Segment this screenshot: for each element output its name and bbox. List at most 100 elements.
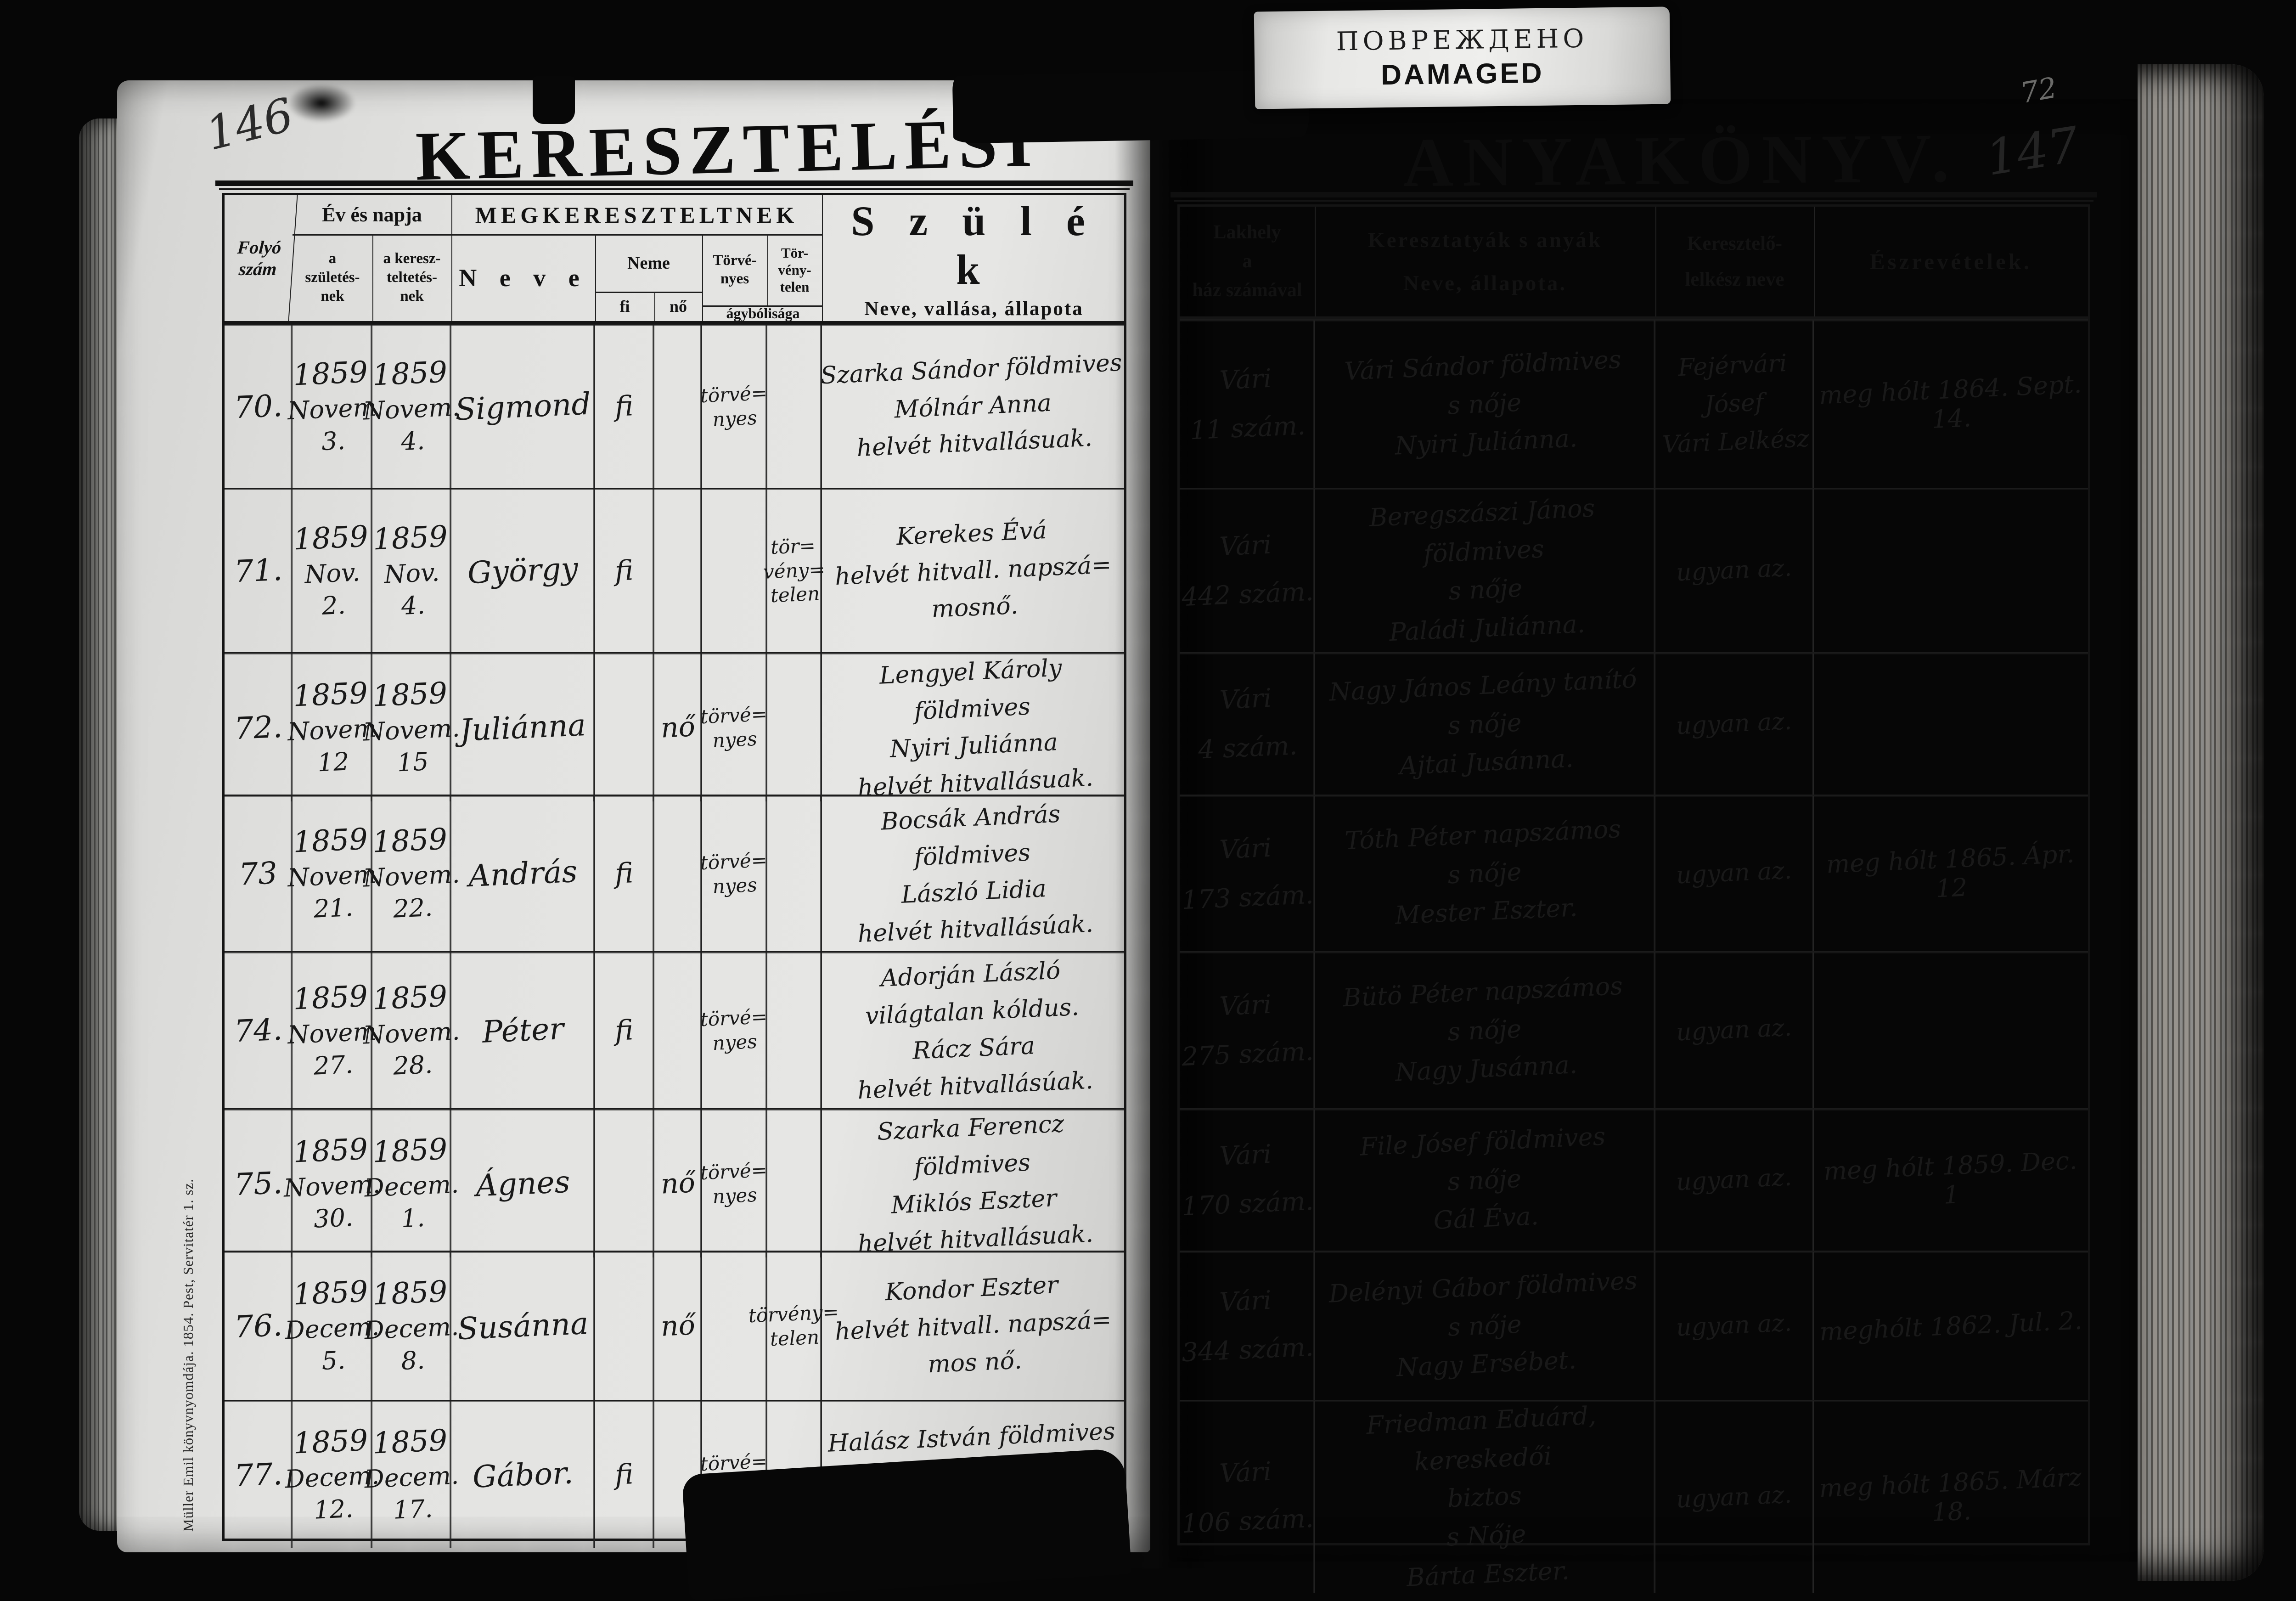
godparents: Tóth Péter napszámos s nője Mester Eszte…: [1344, 814, 1622, 930]
header-residence: Lakhely a ház számával: [1180, 207, 1316, 316]
baptizing-pastor: ugyan az.: [1676, 1014, 1793, 1047]
table-row: Vári 106 szám. Friedman Eduárd, kereskedő…: [1180, 1400, 2088, 1594]
illegitimate-mark: törvény= telen: [748, 1300, 839, 1350]
header-parents: S z ü l é k Neve, vallása, állapota: [822, 195, 1125, 321]
header-parents-title: S z ü l é k: [851, 197, 1097, 293]
residence: Vári 344 szám.: [1181, 1285, 1315, 1368]
header-entry-number: Folyó szám: [220, 195, 298, 321]
legitimate-mark: törvé= nyes: [699, 702, 768, 752]
right-fore-edge: [2138, 64, 2264, 1581]
header-observations: Észrevételek.: [1869, 249, 2032, 274]
parents-entry: Kondor Eszter helvét hitvall. napszá= mo…: [834, 1271, 1112, 1379]
header-of-birth: a születés- nek: [293, 234, 373, 321]
residence: Vári 170 szám.: [1181, 1139, 1315, 1222]
child-name: Gábor.: [472, 1454, 574, 1495]
residence: Vári 442 szám.: [1181, 530, 1315, 613]
legitimate-mark: törvé= nyes: [699, 1005, 768, 1054]
left-table-header: Folyó szám Év és napja a születés- nek a…: [220, 195, 1125, 324]
baptism-date: 1859 Decem. 8.: [364, 1274, 460, 1376]
residence: Vári 173 szám.: [1181, 833, 1315, 916]
baptizing-pastor: ugyan az.: [1676, 1309, 1793, 1342]
baptizing-pastor: Fejérvári Jósef Vári Lelkész: [1661, 350, 1810, 459]
godparents: Nagy János Leány tanító s nője Ajtai Jus…: [1328, 664, 1638, 781]
baptism-date: 1859 Nov. 4.: [371, 519, 448, 621]
godparents: Friedman Eduárd, kereskedői biztos s Nőj…: [1366, 1401, 1597, 1592]
parents-entry: Bocsák András földmives László Lidia hel…: [857, 800, 1094, 948]
baptism-table-left: Folyó szám Év és napja a születés- nek a…: [215, 180, 1133, 1548]
godparents: Vári Sándor földmives s nője Nyiri Juliá…: [1344, 345, 1622, 461]
table-row: Vári 170 szám. File Jósef földmives s nőj…: [1180, 1108, 2088, 1251]
residence: Vári 275 szám.: [1181, 989, 1315, 1072]
header-illegitimate: Tör- vény- telen: [767, 234, 822, 307]
legitimate-mark: törvé= nyes: [699, 1158, 768, 1208]
header-godparents: Keresztatyák s anyák Neve, állapota.: [1315, 207, 1656, 316]
child-name: György: [467, 550, 579, 591]
folio-number-pencil: 72: [2018, 70, 2060, 110]
legitimate-mark: törvé= nyes: [699, 848, 768, 898]
child-name: Sigmond: [454, 386, 591, 427]
sex-male: fi: [614, 1014, 635, 1047]
damaged-label-russian: ПОВРЕЖДЕНО: [1336, 23, 1588, 57]
child-name: Péter: [481, 1011, 564, 1050]
header-baptizing-pastor: Keresztelő- lelkész neve: [1655, 207, 1815, 316]
sex-female: nő: [660, 1309, 696, 1343]
godparents: Bütö Péter napszámos s nője Nagy Jusánna…: [1342, 971, 1624, 1087]
table-row: Vári 173 szám. Tóth Péter napszámos s nőj…: [1180, 795, 2088, 951]
baptism-date: 1859 Novem. 4.: [362, 355, 461, 457]
parents-entry: Szarka Sándor földmives Mólnár Anna helv…: [820, 349, 1123, 462]
baptism-table-right: Lakhely a ház számával Keresztatyák s an…: [1171, 192, 2097, 1594]
table-row: 72. 1859 Novem 12 1859 Novem. 15 Juliánna nő…: [225, 652, 1124, 802]
smudge-mark: [287, 84, 356, 123]
header-of-baptism: a keresz- teltetés- nek: [372, 234, 452, 321]
right-table-header: Lakhely a ház számával Keresztatyák s an…: [1180, 207, 2088, 319]
sex-male: fi: [614, 554, 635, 587]
header-female: nő: [654, 292, 703, 321]
child-name: Ágnes: [475, 1164, 571, 1204]
header-year-and-day: Év és napja: [293, 195, 452, 236]
header-legitimate: Törvé- nyes: [702, 234, 768, 307]
baptism-date: 1859 Decem. 17.: [364, 1423, 460, 1525]
table-row: Vári 4 szám. Nagy János Leány tanító s nő…: [1180, 652, 2088, 795]
baptism-date: 1859 Novem. 28.: [362, 979, 461, 1081]
observation: meg hólt 1865. Márz 18.: [1818, 1462, 2082, 1528]
baptism-date: 1859 Novem. 22.: [362, 822, 461, 924]
parents-entry: Kerekes Évá helvét hitvall. napszá= mosn…: [834, 516, 1112, 623]
header-male: fi: [595, 292, 655, 321]
parents-entry: Szarka Ferencz földmives Miklós Eszter h…: [857, 1110, 1094, 1258]
parents-entry: Lengyel Károly földmives Nyiri Juliánna …: [857, 654, 1094, 802]
table-row: 74. 1859 Novem 27. 1859 Novem. 28. Péter fi t…: [225, 951, 1124, 1108]
baptizing-pastor: ugyan az.: [1676, 857, 1793, 890]
printer-imprint: Müller Emil könyvnyomdája. 1854. Pest, S…: [180, 1178, 196, 1532]
left-page: [117, 80, 1150, 1552]
sex-female: nő: [660, 710, 696, 744]
sex-male: fi: [614, 390, 635, 423]
table-row: 76. 1859 Decem. 5. 1859 Decem. 8. Susánna nő…: [225, 1251, 1124, 1400]
illegitimate-mark: tör= vény= telen: [763, 534, 826, 607]
baptism-date: 1859 Decem. 1.: [364, 1132, 460, 1234]
child-name: Juliánna: [459, 707, 587, 748]
observation: meghólt 1862. Jul. 2.: [1819, 1306, 2083, 1346]
sex-male: fi: [614, 1458, 635, 1491]
table-row: 71. 1859 Nov. 2. 1859 Nov. 4. György fi tör= …: [225, 488, 1124, 652]
table-row: Vári 275 szám. Bütö Péter napszámos s nőj…: [1180, 951, 2088, 1108]
entry-number: 73: [238, 855, 278, 892]
table-row: 73 1859 Novem 21. 1859 Novem. 22. András fi t…: [225, 795, 1124, 951]
header-name: N e v e: [451, 234, 596, 321]
damaged-stamp-slip: ПОВРЕЖДЕНО DAMAGED: [1254, 6, 1671, 109]
sex-male: fi: [614, 857, 635, 890]
residence: Vári 4 szám.: [1197, 683, 1298, 766]
header-sex: Neme: [595, 234, 703, 293]
ink-damage-blob: [681, 1448, 1132, 1601]
observation: meg hólt 1864. Sept. 14.: [1818, 369, 2082, 434]
book-gutter-shadow: [1115, 78, 1214, 1568]
godparents: File Jósef földmives s nője Gál Éva.: [1359, 1122, 1607, 1235]
ink-damage-blob: [533, 76, 575, 124]
damaged-label-english: DAMAGED: [1380, 57, 1544, 91]
observation: meg hólt 1865. Ápr. 12: [1825, 839, 2075, 903]
entry-number: 70.: [233, 388, 283, 425]
entry-number: 72.: [233, 709, 283, 746]
legitimate-mark: törvé= nyes: [699, 381, 768, 431]
baptizing-pastor: ugyan az.: [1676, 1481, 1793, 1514]
entry-number: 71.: [233, 552, 283, 590]
header-parents-subtitle: Neve, vallása, állapota: [864, 298, 1084, 320]
